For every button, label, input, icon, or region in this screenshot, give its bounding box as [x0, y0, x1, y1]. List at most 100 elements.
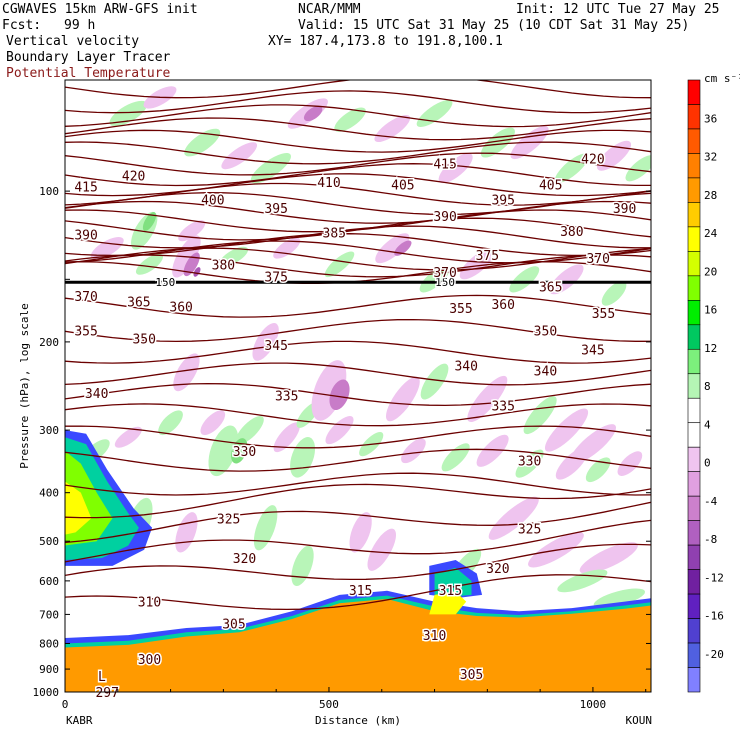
- bump-core: [429, 591, 467, 615]
- isentrope-label: 360: [169, 301, 192, 316]
- y-tick-label: 700: [39, 608, 59, 621]
- colorbar-swatch: [687, 667, 701, 693]
- isentrope-label: 405: [391, 178, 414, 193]
- velocity-cell: [142, 212, 157, 231]
- velocity-cell: [114, 426, 142, 448]
- isentrope: [65, 141, 651, 165]
- isentrope: [65, 425, 651, 449]
- potential-temperature-contours: [65, 80, 651, 611]
- isentrope-label: 310: [138, 596, 161, 611]
- colorbar-swatch: [687, 520, 701, 546]
- colorbar-swatch: [687, 544, 701, 570]
- isentrope: [65, 90, 651, 114]
- colorbar-swatch: [687, 373, 701, 399]
- isentrope: [65, 448, 651, 472]
- velocity-cell: [252, 322, 279, 361]
- isentrope: [65, 382, 651, 407]
- velocity-cell: [349, 512, 372, 553]
- colorbar-label: -20: [704, 648, 724, 661]
- isentrope-label: 370: [433, 266, 456, 281]
- isentrope: [65, 247, 651, 271]
- colorbar-swatch: [687, 422, 701, 448]
- colorbar: 36 32 28 24 20 16 12 8 4 0 -4 -8 -12 -16 -20: [687, 79, 724, 693]
- isentrope-label: 345: [264, 339, 287, 354]
- boundary-layer-tracer: [65, 430, 651, 692]
- isentrope-label: 415: [433, 157, 456, 172]
- colorbar-label: 28: [704, 189, 717, 202]
- y-tick-label: 600: [39, 575, 59, 588]
- isentrope-label: 315: [349, 584, 372, 599]
- y-tick-label: 500: [39, 535, 59, 548]
- velocity-cell: [324, 251, 355, 278]
- field-vertical-velocity: Vertical velocity: [6, 34, 140, 49]
- colorbar-swatch: [687, 202, 701, 228]
- y-tick-label: 300: [39, 424, 59, 437]
- contour-labels: 415 420 400 395 410 405 415 420 390 385 390 395 405 3…: [73, 151, 638, 703]
- velocity-cell: [325, 416, 354, 445]
- isentrope-label: 400: [201, 194, 224, 209]
- y-tick-label: 1000: [33, 686, 60, 699]
- colorbar-label: -4: [704, 495, 718, 508]
- colorbar-label: 0: [704, 457, 711, 470]
- colorbar-swatch: [687, 251, 701, 277]
- isentrope-label: 370: [74, 290, 97, 305]
- y-axis: 100 200 300 400 500 600 700 800 900 1000: [33, 79, 651, 699]
- velocity-cell: [523, 396, 557, 435]
- colorbar-swatch: [687, 128, 701, 154]
- velocity-cell: [557, 569, 608, 593]
- isentrope-label: 390: [613, 202, 636, 217]
- isentrope-label: 410: [317, 176, 340, 191]
- velocity-cell: [459, 249, 494, 280]
- isentrope: [65, 200, 651, 224]
- isentrope-label: 390: [74, 228, 97, 243]
- isentrope-label: 320: [233, 552, 256, 567]
- velocity-cell: [367, 528, 397, 571]
- colorbar-swatch: [687, 153, 701, 179]
- field-potential-temperature: Potential Temperature: [6, 66, 171, 81]
- isentrope-label: 385: [323, 227, 346, 242]
- isentrope-label: 350: [132, 333, 155, 348]
- isentrope-label: 380: [212, 258, 235, 273]
- isentrope-label: 340: [85, 387, 108, 402]
- colorbar-swatch: [687, 300, 701, 326]
- colorbar-swatch: [687, 275, 701, 301]
- isentrope-label: 380: [560, 225, 583, 240]
- organization: NCAR/MMM: [298, 2, 361, 17]
- velocity-cell: [173, 353, 200, 392]
- velocity-cell: [467, 375, 508, 423]
- isentrope-label: 330: [518, 455, 541, 470]
- isentrope-label: 297: [95, 686, 118, 701]
- velocity-cell: [109, 100, 148, 127]
- colorbar-swatch: [687, 618, 701, 644]
- velocity-cell: [253, 505, 278, 551]
- isentrope-label: 345: [581, 343, 604, 358]
- tropopause-label: 150: [435, 276, 455, 289]
- colorbar-swatch: [687, 593, 701, 619]
- isentrope-label: 395: [264, 202, 287, 217]
- init-time: Init: 12 UTC Tue 27 May 25: [516, 2, 720, 17]
- velocity-cell: [221, 142, 258, 170]
- isentrope: [65, 173, 651, 197]
- velocity-cell: [441, 443, 470, 472]
- isentrope: [65, 117, 651, 141]
- isentrope: [65, 318, 651, 343]
- colorbar-swatch: [687, 569, 701, 595]
- velocity-cell: [625, 155, 651, 182]
- isentrope-label: 365: [127, 295, 150, 310]
- colorbar-swatch: [687, 446, 701, 472]
- isentrope-label: 370: [586, 252, 609, 267]
- velocity-cell: [617, 451, 643, 476]
- velocity-cell: [334, 107, 366, 132]
- velocity-cell: [303, 106, 323, 122]
- forecast-hour: 99 h: [64, 18, 96, 33]
- velocity-cell: [593, 588, 645, 609]
- isentrope-label: 395: [491, 194, 514, 209]
- velocity-cell: [509, 266, 540, 293]
- velocity-cell: [480, 127, 515, 158]
- colorbar-label: 12: [704, 342, 717, 355]
- velocity-cell: [420, 363, 449, 400]
- isentrope: [65, 483, 651, 519]
- colorbar-swatch: [687, 104, 701, 130]
- colorbar-label: -16: [704, 610, 724, 623]
